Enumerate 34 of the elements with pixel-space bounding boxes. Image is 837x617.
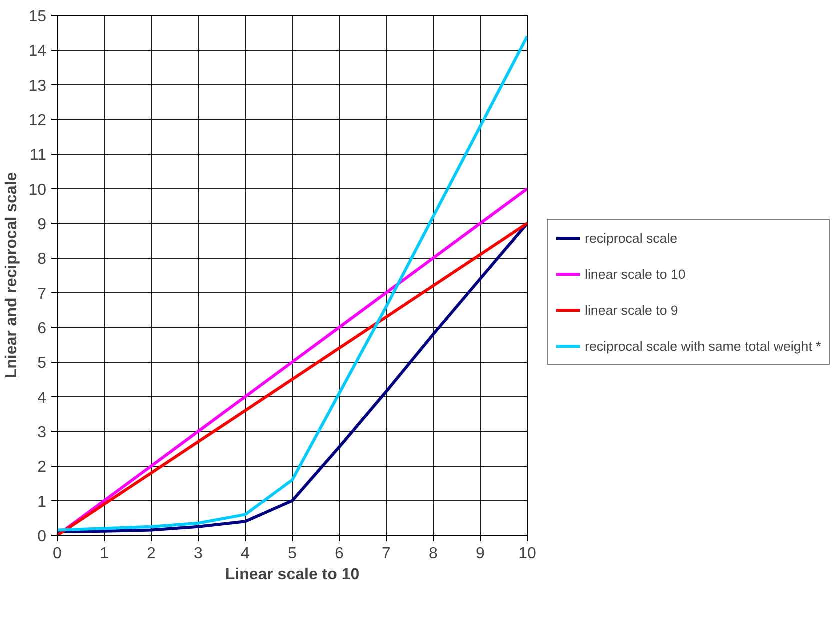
y-tick-label: 5: [38, 355, 47, 372]
y-axis-title: Lniear and reciprocal scale: [4, 172, 21, 379]
y-tick-label: 10: [28, 182, 47, 199]
x-tick-label: 1: [100, 546, 110, 562]
y-tick-label: 14: [28, 43, 47, 60]
x-tick-label: 9: [476, 546, 486, 562]
y-tick-label: 11: [30, 147, 47, 164]
x-tick-label: 0: [53, 546, 62, 562]
legend-label: reciprocal scale with same total weight *: [585, 338, 822, 354]
x-tick-label: 8: [429, 546, 438, 562]
x-tick-label: 5: [288, 546, 298, 562]
y-tick-label: 12: [28, 112, 47, 130]
x-axis-title: Linear scale to 10: [225, 566, 360, 584]
legend-label: reciprocal scale: [585, 230, 678, 246]
x-tick-label: 4: [241, 546, 250, 562]
y-tick-label: 2: [38, 459, 47, 476]
y-tick-label: 6: [38, 320, 47, 338]
y-tick-label: 8: [38, 251, 47, 268]
x-tick-label: 6: [335, 546, 344, 562]
y-tick-label: 1: [38, 494, 47, 511]
y-tick-label: 15: [28, 8, 47, 26]
y-tick-label: 13: [28, 78, 47, 95]
y-tick-label: 4: [38, 390, 47, 407]
x-tick-label: 3: [194, 546, 204, 562]
line-series: [58, 34, 528, 532]
legend-label: linear scale to 9: [585, 302, 678, 318]
y-tick-label: 3: [38, 424, 47, 442]
y-tick-label: 9: [38, 216, 47, 234]
x-tick-label: 10: [518, 546, 536, 562]
y-tick-label: 0: [38, 528, 47, 546]
x-tick-label: 7: [382, 546, 392, 562]
legend-label: linear scale to 10: [585, 266, 686, 282]
x-tick-label: 2: [147, 546, 156, 562]
y-tick-label: 7: [38, 286, 47, 303]
